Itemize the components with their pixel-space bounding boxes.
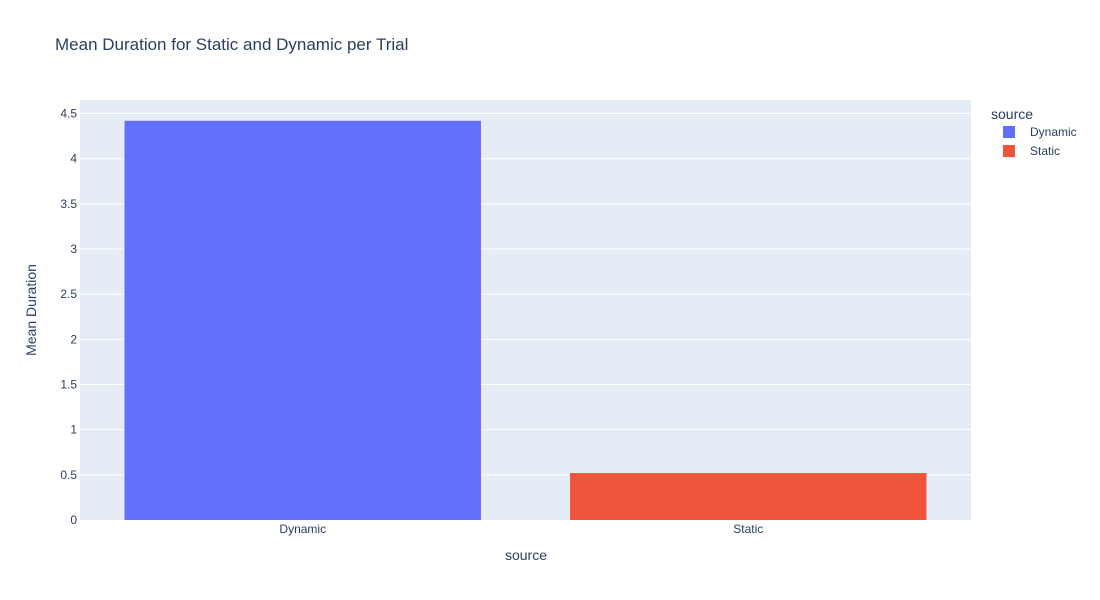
y-tick-label: 4.5 — [60, 107, 77, 121]
bar-static[interactable] — [570, 473, 927, 520]
y-tick-label: 2.5 — [60, 287, 77, 301]
chart-title: Mean Duration for Static and Dynamic per… — [55, 35, 408, 54]
legend-swatch-dynamic[interactable] — [1003, 126, 1015, 138]
y-axis-ticks: 0 0.5 1 1.5 2 2.5 3 3.5 4 4.5 — [60, 107, 77, 527]
bars — [124, 120, 927, 520]
y-axis-title: Mean Duration — [23, 264, 39, 356]
x-axis-ticks: Dynamic Static — [279, 522, 763, 536]
y-tick-label: 2 — [70, 332, 77, 346]
y-tick-label: 4 — [70, 152, 77, 166]
legend-title: source — [991, 106, 1033, 122]
y-tick-label: 0 — [70, 513, 77, 527]
x-tick-label: Static — [733, 522, 763, 536]
legend: source Dynamic Static — [991, 106, 1077, 158]
y-tick-label: 1.5 — [60, 378, 77, 392]
legend-item-dynamic[interactable]: Dynamic — [1030, 125, 1077, 139]
y-tick-label: 1 — [70, 423, 77, 437]
x-tick-label: Dynamic — [279, 522, 326, 536]
y-tick-label: 3.5 — [60, 197, 77, 211]
y-tick-label: 3 — [70, 242, 77, 256]
bar-dynamic[interactable] — [124, 120, 481, 520]
x-axis-title: source — [505, 547, 547, 563]
legend-swatch-static[interactable] — [1003, 145, 1015, 157]
legend-item-static[interactable]: Static — [1030, 144, 1060, 158]
y-tick-label: 0.5 — [60, 468, 77, 482]
